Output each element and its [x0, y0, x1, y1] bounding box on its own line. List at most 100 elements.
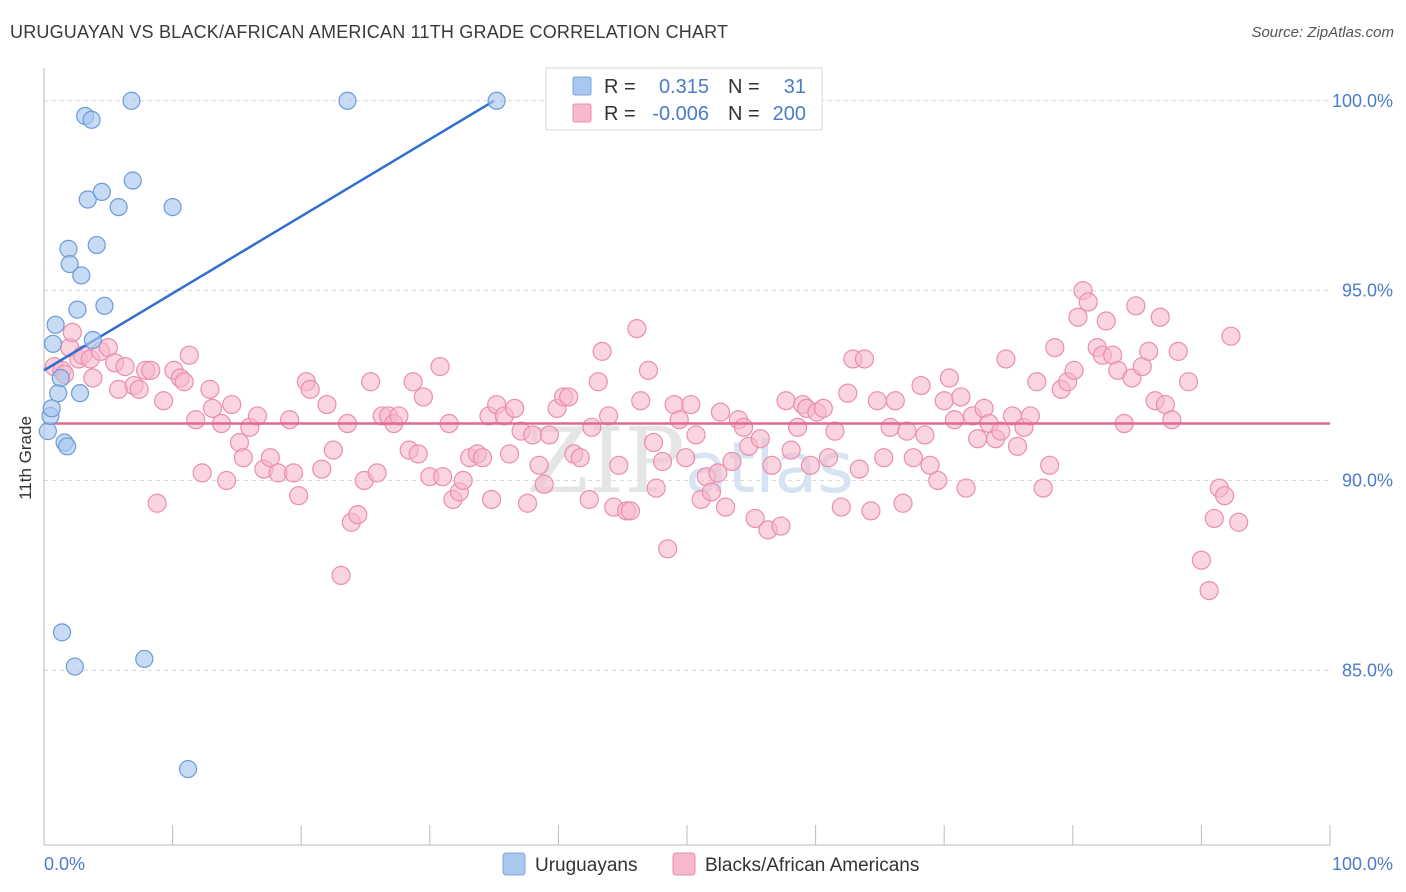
point-uruguayans-22	[95, 296, 114, 315]
point-blacks-90	[588, 372, 608, 392]
point-blacks-161	[991, 421, 1011, 441]
point-blacks-194	[1199, 580, 1219, 601]
point-uruguayans-13	[68, 300, 87, 319]
point-blacks-75	[499, 444, 520, 464]
point-blacks-115	[722, 451, 742, 472]
point-blacks-170	[1045, 337, 1065, 358]
point-blacks-4	[62, 322, 82, 343]
point-blacks-24	[186, 410, 206, 430]
point-blacks-145	[897, 421, 917, 441]
point-blacks-45	[323, 440, 343, 460]
point-blacks-111	[701, 482, 722, 502]
legend-r-value-2: -0.006	[652, 103, 709, 125]
point-blacks-17	[141, 360, 161, 380]
point-blacks-147	[911, 375, 931, 396]
point-blacks-114	[715, 497, 736, 517]
point-blacks-88	[579, 489, 599, 510]
point-blacks-123	[771, 516, 791, 536]
point-blacks-139	[861, 501, 881, 521]
point-blacks-157	[968, 429, 988, 449]
point-blacks-51	[361, 372, 381, 392]
point-blacks-193	[1191, 550, 1212, 570]
point-blacks-135	[838, 383, 858, 403]
point-blacks-26	[200, 379, 220, 399]
axes	[43, 68, 1331, 846]
point-blacks-42	[300, 379, 320, 399]
point-blacks-94	[609, 455, 629, 475]
point-blacks-85	[559, 387, 579, 407]
legend-swatch-blue	[572, 76, 592, 96]
point-blacks-148	[915, 425, 935, 445]
point-blacks-60	[413, 387, 433, 407]
point-uruguayans-6	[51, 368, 70, 388]
point-blacks-80	[529, 455, 549, 475]
point-blacks-184	[1126, 296, 1146, 316]
point-blacks-133	[825, 421, 845, 441]
y-tick-label-1: 90.0%	[1342, 470, 1393, 490]
point-blacks-52	[367, 463, 387, 483]
point-blacks-76	[505, 398, 525, 418]
point-blacks-162	[996, 349, 1016, 369]
point-uruguayans-17	[78, 190, 97, 209]
point-blacks-103	[658, 539, 678, 559]
point-uruguayans-14	[70, 384, 90, 403]
point-blacks-89	[582, 417, 602, 437]
trend-line-uruguayans	[43, 99, 495, 372]
point-uruguayans-3	[43, 334, 63, 353]
x-tick-label-min: 0.0%	[44, 854, 85, 874]
point-blacks-32	[233, 448, 253, 468]
point-blacks-138	[854, 349, 875, 369]
y-axis-label: 11th Grade	[16, 416, 35, 500]
point-blacks-113	[710, 402, 731, 422]
point-uruguayans-10	[59, 239, 78, 258]
y-tick-label-2: 95.0%	[1342, 281, 1393, 301]
legend-swatch-pink	[572, 103, 592, 123]
point-uruguayans-18	[82, 110, 101, 129]
point-blacks-107	[681, 394, 701, 415]
point-blacks-198	[1221, 326, 1241, 346]
point-uruguayans-12	[65, 657, 84, 676]
point-blacks-25	[192, 463, 212, 483]
point-blacks-124	[776, 391, 796, 411]
point-blacks-134	[831, 497, 851, 517]
point-blacks-191	[1168, 341, 1188, 361]
point-uruguayans-4	[46, 315, 65, 334]
point-blacks-119	[745, 508, 765, 529]
point-blacks-38	[280, 410, 300, 430]
point-blacks-173	[1064, 360, 1084, 380]
point-blacks-72	[481, 489, 502, 510]
point-blacks-125	[781, 440, 801, 460]
legend-r-value-1: 0.315	[659, 76, 709, 98]
point-blacks-29	[217, 470, 237, 491]
point-blacks-195	[1204, 508, 1224, 529]
point-blacks-141	[874, 448, 894, 468]
point-uruguayans-0	[38, 422, 57, 441]
y-tick-label-0: 85.0%	[1342, 660, 1393, 680]
point-blacks-23	[179, 345, 199, 365]
point-blacks-101	[646, 478, 666, 498]
point-blacks-120	[750, 429, 770, 449]
source-credit: Source: ZipAtlas.com	[1251, 24, 1394, 41]
point-blacks-140	[867, 391, 887, 411]
point-blacks-39	[283, 463, 304, 483]
point-blacks-97	[627, 319, 647, 339]
series-blacks-african-americans	[44, 281, 1249, 601]
point-blacks-100	[643, 432, 664, 453]
point-blacks-152	[939, 368, 959, 388]
point-blacks-132	[818, 448, 839, 468]
point-blacks-44	[317, 394, 337, 415]
point-uruguayans-20	[87, 235, 106, 255]
x-tick-labels: 0.0% 100.0%	[44, 854, 1393, 874]
point-uruguayans-5	[49, 384, 68, 403]
point-blacks-62	[430, 356, 450, 377]
point-uruguayans-27	[163, 197, 182, 217]
chart-title: URUGUAYAN VS BLACK/AFRICAN AMERICAN 11TH…	[10, 22, 729, 42]
point-blacks-190	[1162, 410, 1182, 430]
point-uruguayans-11	[60, 254, 79, 274]
point-blacks-143	[885, 391, 905, 411]
point-blacks-186	[1139, 341, 1159, 361]
point-blacks-82	[539, 425, 559, 445]
legend-r-label-1: R =	[604, 76, 636, 98]
point-blacks-36	[260, 448, 280, 468]
